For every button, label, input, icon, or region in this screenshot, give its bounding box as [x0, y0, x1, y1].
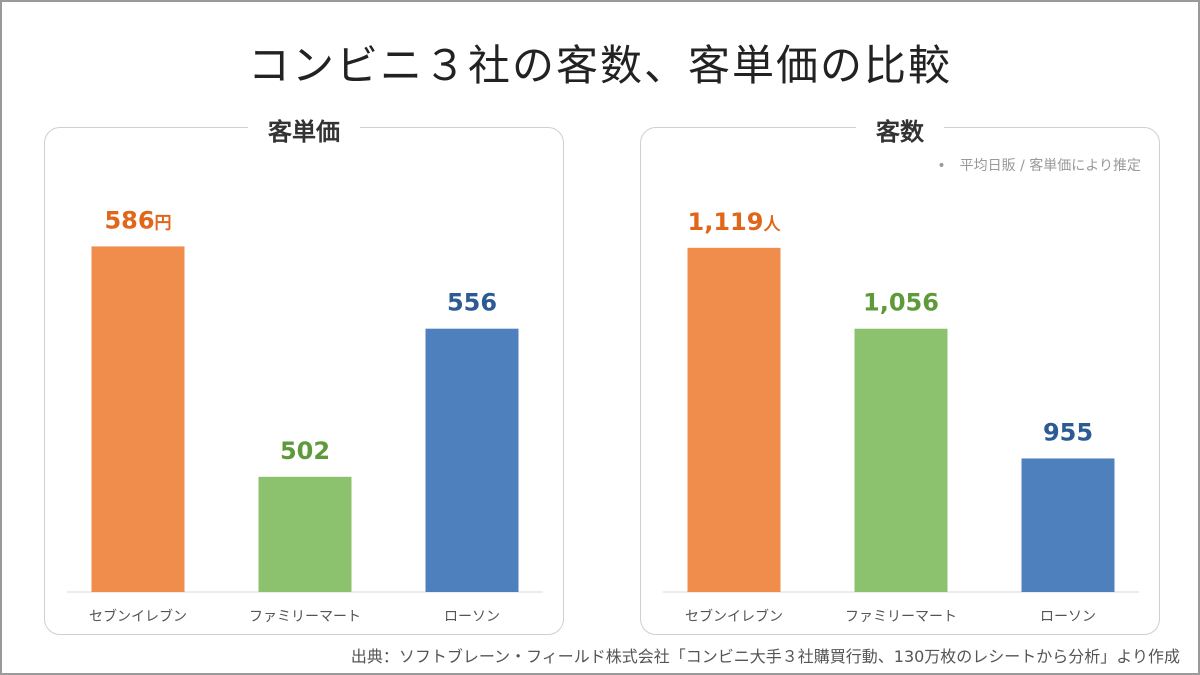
source-citation: 出典：ソフトブレーン・フィールド株式会社「コンビニ大手３社購買行動、130万枚の…	[350, 647, 1180, 666]
data-label-value: 502	[280, 437, 330, 465]
data-label: 556	[447, 289, 497, 317]
customer-unit-price-panel: 客単価 586円セブンイレブン 502 ファミリーマート 556 ローソン	[44, 112, 564, 635]
data-label: 502	[280, 437, 330, 465]
data-label-value: 1,119	[688, 208, 764, 236]
data-label-value: 1,056	[863, 289, 939, 317]
data-label-unit: 円	[155, 213, 172, 233]
category-label: セブンイレブン	[89, 608, 187, 625]
category-label: ローソン	[444, 609, 500, 625]
slide-title: コンビニ３社の客数、客単価の比較	[247, 41, 952, 90]
bar-1	[258, 476, 352, 592]
data-label: 586円	[104, 206, 171, 234]
bar-1	[854, 328, 948, 592]
category-label: ローソン	[1040, 609, 1096, 625]
customer-count-panel: 客数 • 平均日販 / 客単価により推定 1,119人セブンイレブン 1,056 フ…	[640, 112, 1160, 635]
bar-2	[425, 328, 519, 592]
bar-0	[687, 247, 781, 592]
category-label: セブンイレブン	[685, 608, 783, 625]
chart-title: 客数	[856, 112, 944, 147]
bar-2	[1021, 458, 1115, 592]
data-label: 1,056	[863, 289, 939, 317]
data-label: 1,119人	[688, 208, 782, 236]
data-label-unit: 人	[763, 215, 781, 235]
data-label-value: 586	[104, 206, 154, 234]
data-label: 955	[1043, 418, 1093, 446]
estimate-note: • 平均日販 / 客単価により推定	[937, 158, 1141, 174]
bar-0	[91, 246, 185, 592]
data-label-value: 955	[1043, 418, 1093, 446]
category-label: ファミリーマート	[845, 609, 957, 625]
data-label-value: 556	[447, 289, 497, 317]
category-label: ファミリーマート	[249, 609, 361, 625]
chart-title: 客単価	[248, 112, 360, 147]
